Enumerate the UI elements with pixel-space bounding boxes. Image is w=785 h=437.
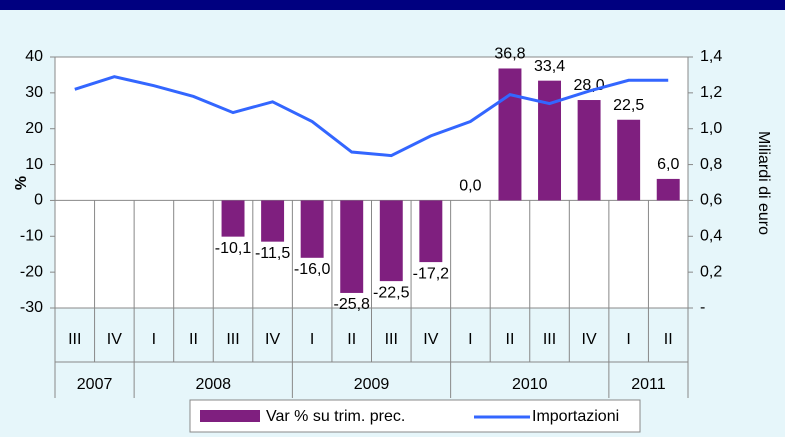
x-tick-label: IV [265,331,280,348]
data-label: -17,2 [413,265,450,282]
bar [656,178,680,201]
data-label: 33,4 [534,58,565,75]
bar [340,200,364,293]
x-tick-label: I [626,331,630,348]
x-tick-label: III [385,331,398,348]
data-label: 0,0 [459,178,481,195]
y2-tick-label: 1,0 [700,120,722,137]
data-label: -22,5 [373,284,410,301]
bar [577,100,601,201]
legend [189,399,641,433]
y-tick-label: 10 [25,156,43,173]
bar [498,68,522,201]
data-label: 22,5 [613,97,644,114]
bar [379,200,403,282]
y2-tick-label: 0,2 [700,263,722,280]
y2-tick-label: 0,4 [700,228,722,245]
bar [617,119,641,201]
y2-tick-label: 0,8 [700,156,722,173]
y2-tick-label: 0,6 [700,192,722,209]
x-tick-label: III [68,331,81,348]
y-tick-label: -30 [20,299,43,316]
x-tick-label: II [347,331,356,348]
x-tick-label: III [226,331,239,348]
data-label: -16,0 [294,261,331,278]
x-tick-label: I [152,331,156,348]
bar [221,200,245,237]
x-group-label: 2007 [77,376,113,393]
y-axis-label: % [13,176,30,190]
y2-tick-label: - [700,299,705,316]
y-tick-label: 40 [25,48,43,65]
x-group-label: 2010 [512,376,548,393]
x-tick-label: II [506,331,515,348]
x-tick-label: I [310,331,314,348]
data-label: 6,0 [657,156,679,173]
x-tick-label: III [543,331,556,348]
x-tick-label: II [664,331,673,348]
legend-label: Importazioni [532,408,619,425]
x-group-label: 2011 [631,376,666,393]
x-tick-label: II [189,331,198,348]
y-tick-label: 0 [34,192,43,209]
x-group-label: 2008 [195,376,231,393]
data-label: -25,8 [333,296,370,313]
x-tick-label: I [468,331,472,348]
y2-tick-label: 1,4 [700,48,722,65]
line [74,75,669,158]
x-tick-label: IV [582,331,597,348]
legend-label: Var % su trim. prec. [266,408,405,425]
bar [419,200,443,263]
x-tick-label: IV [423,331,438,348]
bar [538,80,562,201]
y-tick-label: -10 [20,228,43,245]
y2-axis-label: Miliardi di euro [755,131,772,235]
bar [261,200,285,242]
top-bar [0,0,785,10]
legend-swatch [200,410,260,422]
y-tick-label: 20 [25,120,43,137]
y-tick-label: -20 [20,263,43,280]
data-label: 36,8 [494,46,525,63]
x-group-label: 2009 [354,376,390,393]
data-label: -11,5 [255,245,290,262]
bar [300,200,324,258]
y2-tick-label: 1,2 [700,84,722,101]
x-tick-label: IV [107,331,122,348]
y-tick-label: 30 [25,84,43,101]
data-label: -10,1 [215,240,252,257]
